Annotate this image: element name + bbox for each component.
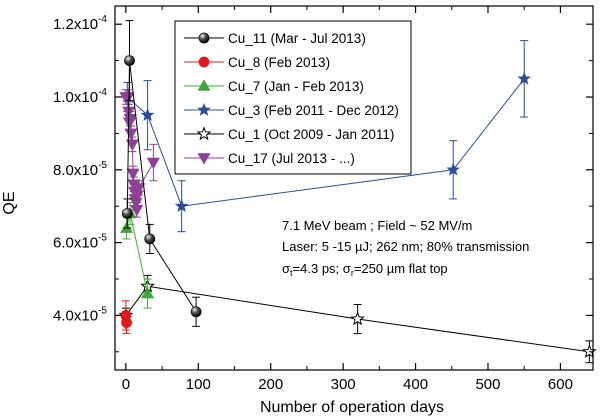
data-point <box>132 183 146 195</box>
legend-marker <box>196 126 212 141</box>
x-tick-label: 100 <box>186 376 211 393</box>
x-tick-label: 0 <box>122 376 130 393</box>
data-point <box>130 205 144 217</box>
legend-label: Cu_8 (Feb 2013) <box>228 55 330 70</box>
tick-labels: 0 100 200 300 400 500 600 4.0x10-5 6.0x10-5 8.0x1… <box>53 14 573 393</box>
series-line <box>125 285 590 353</box>
legend-entry-4: Cu_1 (Oct 2009 - Jan 2011) <box>184 126 394 142</box>
annotation-sigma-r-sub: r <box>351 268 354 278</box>
annotation-sigma-t: σ <box>282 261 290 276</box>
annotation-sigma-t-sub: t <box>290 268 293 278</box>
legend-label: Cu_1 (Oct 2009 - Jan 2011) <box>228 127 394 142</box>
data-point <box>446 162 461 176</box>
annotation-sigma-r: σ <box>343 261 351 276</box>
legend-entry-5: Cu_17 (Jul 2013 - ...) <box>184 151 355 166</box>
legend-marker <box>197 153 211 165</box>
data-point <box>141 286 155 299</box>
annotation-line-2: Laser: 5 -15 µJ; 262 nm; 80% transmissio… <box>282 239 529 254</box>
annotation: 7.1 MeV beam ; Field ~ 52 MV/m Laser: 5 … <box>282 218 529 278</box>
x-tick-label: 600 <box>548 376 573 393</box>
legend-entry-0: Cu_11 (Mar - Jul 2013) <box>184 31 366 46</box>
data-point <box>121 317 132 329</box>
legend-label: Cu_11 (Mar - Jul 2013) <box>228 31 366 46</box>
series-1 <box>120 300 132 335</box>
annotation-spot-size: =250 µm flat top <box>354 261 448 276</box>
legend-marker <box>197 79 211 91</box>
annotation-line-3: σt=4.3 ps; σr=250 µm flat top <box>282 261 448 278</box>
annotation-pulse-length: =4.3 ps; <box>293 261 343 276</box>
legend: Cu_11 (Mar - Jul 2013) Cu_8 (Feb 2013) Cu_… <box>174 20 412 175</box>
y-axis-title: QE <box>1 191 18 214</box>
data-point <box>350 311 365 326</box>
axis-ticks <box>115 6 593 370</box>
series-3 <box>120 40 531 233</box>
data-point <box>126 168 140 181</box>
series-line <box>126 60 197 313</box>
legend-label: Cu_7 (Jan - Feb 2013) <box>228 79 364 94</box>
data-point <box>174 199 189 212</box>
x-axis-title: Number of operation days <box>260 399 444 416</box>
data-point <box>190 306 202 318</box>
annotation-line-1: 7.1 MeV beam ; Field ~ 52 MV/m <box>282 218 472 233</box>
y-tick-label: 8.0x10-5 <box>53 160 107 179</box>
series-line <box>126 213 149 294</box>
data-point <box>120 221 134 233</box>
legend-marker <box>198 56 210 68</box>
data-point <box>124 128 138 141</box>
data-point <box>146 157 160 170</box>
data-point <box>124 55 135 66</box>
y-tick-label: 1.0x10-4 <box>53 87 107 106</box>
data-point <box>125 139 139 151</box>
x-tick-label: 300 <box>331 376 356 393</box>
legend-box <box>174 20 412 175</box>
legend-label: Cu_3 (Feb 2011 - Dec 2012) <box>228 103 399 118</box>
data-point <box>121 92 135 104</box>
x-tick-label: 200 <box>258 376 283 393</box>
data-point <box>140 108 155 121</box>
data-point <box>144 233 156 245</box>
y-tick-label: 6.0x10-5 <box>53 233 107 252</box>
plot-frame <box>114 5 594 371</box>
data-point <box>582 344 597 359</box>
legend-entry-3: Cu_3 (Feb 2011 - Dec 2012) <box>184 102 399 118</box>
plot-marks <box>118 20 597 364</box>
legend-label: Cu_17 (Jul 2013 - ...) <box>228 151 355 166</box>
data-point <box>517 71 531 85</box>
data-point <box>123 114 137 126</box>
series-0 <box>121 20 202 327</box>
legend-marker <box>198 32 210 44</box>
data-point <box>121 208 133 219</box>
legend-entries: Cu_11 (Mar - Jul 2013) Cu_8 (Feb 2013) Cu_… <box>184 31 399 166</box>
x-tick-label: 500 <box>475 376 500 393</box>
y-tick-label: 4.0x10-5 <box>53 305 107 324</box>
legend-marker <box>197 102 211 116</box>
legend-entry-2: Cu_7 (Jan - Feb 2013) <box>184 79 364 94</box>
x-tick-label: 400 <box>403 376 428 393</box>
series-4 <box>118 274 597 364</box>
legend-entry-1: Cu_8 (Feb 2013) <box>184 55 330 70</box>
y-tick-label: 1.2x10-4 <box>53 14 107 33</box>
series-5 <box>119 89 160 218</box>
